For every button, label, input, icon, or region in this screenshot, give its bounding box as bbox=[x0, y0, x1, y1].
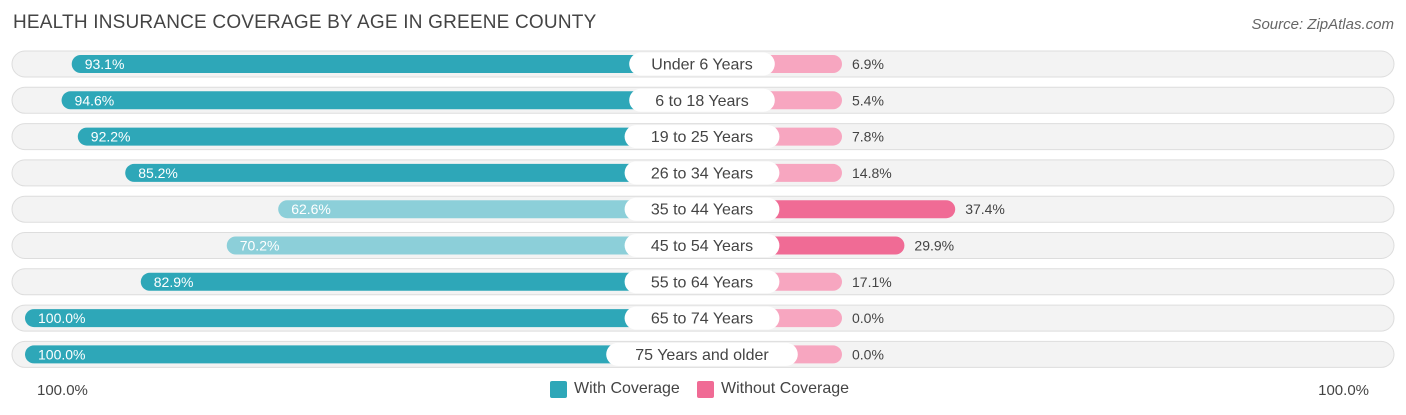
without-coverage-value: 29.9% bbox=[914, 238, 954, 254]
with-coverage-value: 62.6% bbox=[291, 201, 331, 217]
category-label: 26 to 34 Years bbox=[651, 165, 753, 182]
category-label: 65 to 74 Years bbox=[651, 311, 753, 328]
category-pill bbox=[624, 234, 780, 257]
without-coverage-value: 17.1% bbox=[852, 274, 892, 290]
source-label: Source: ZipAtlas.com bbox=[1251, 16, 1394, 33]
category-label: 55 to 64 Years bbox=[651, 274, 753, 291]
with-coverage-value: 82.9% bbox=[154, 274, 194, 290]
category-pill bbox=[624, 197, 780, 221]
legend: With Coverage Without Coverage bbox=[0, 380, 1406, 402]
with-coverage-value: 70.2% bbox=[240, 238, 280, 254]
category-pill bbox=[624, 161, 780, 185]
category-pill bbox=[629, 88, 775, 112]
category-label: 45 to 54 Years bbox=[651, 238, 753, 255]
chart-title: HEALTH INSURANCE COVERAGE BY AGE IN GREE… bbox=[13, 12, 597, 33]
category-label: 75 Years and older bbox=[635, 347, 769, 364]
legend-with-coverage[interactable]: With Coverage bbox=[550, 380, 680, 398]
axis-right-label: 100.0% bbox=[1318, 382, 1369, 399]
legend-with-label: With Coverage bbox=[574, 380, 680, 397]
without-coverage-value: 37.4% bbox=[965, 201, 1005, 217]
without-coverage-value: 6.9% bbox=[852, 56, 884, 72]
category-label: Under 6 Years bbox=[651, 57, 752, 74]
without-coverage-value: 7.8% bbox=[852, 129, 884, 145]
category-label: 35 to 44 Years bbox=[651, 202, 753, 219]
with-coverage-bar bbox=[125, 163, 703, 182]
category-pill bbox=[629, 52, 775, 76]
with-coverage-bar bbox=[61, 91, 703, 110]
without-coverage-value: 14.8% bbox=[852, 165, 892, 181]
with-coverage-value: 100.0% bbox=[38, 346, 85, 362]
with-coverage-value: 92.2% bbox=[91, 129, 131, 145]
with-coverage-bar bbox=[25, 309, 702, 328]
with-coverage-bar bbox=[140, 272, 703, 291]
legend-without-coverage[interactable]: Without Coverage bbox=[697, 380, 849, 398]
with-coverage-bar bbox=[25, 345, 702, 364]
without-coverage-value: 5.4% bbox=[852, 92, 884, 108]
with-coverage-value: 93.1% bbox=[85, 56, 125, 72]
with-coverage-bar bbox=[226, 236, 702, 255]
with-coverage-bar bbox=[278, 200, 702, 219]
category-pill bbox=[624, 270, 780, 294]
with-coverage-value: 94.6% bbox=[75, 92, 115, 108]
category-pill bbox=[606, 342, 798, 366]
coverage-chart: 93.1% 6.9% Under 6 Years 94.6% 5.4% 6 to 18 Y… bbox=[11, 50, 1395, 368]
category-pill bbox=[624, 306, 780, 330]
legend-without-label: Without Coverage bbox=[721, 380, 850, 397]
axis-left-label: 100.0% bbox=[37, 382, 88, 399]
without-coverage-value: 0.0% bbox=[852, 310, 884, 326]
with-coverage-value: 100.0% bbox=[38, 310, 85, 326]
category-label: 19 to 25 Years bbox=[651, 129, 753, 146]
without-coverage-swatch-icon bbox=[697, 380, 714, 398]
with-coverage-swatch-icon bbox=[550, 380, 567, 398]
with-coverage-bar bbox=[77, 127, 702, 146]
category-label: 6 to 18 Years bbox=[655, 93, 748, 110]
with-coverage-value: 85.2% bbox=[138, 165, 178, 181]
with-coverage-bar bbox=[71, 55, 702, 73]
category-pill bbox=[624, 125, 780, 149]
without-coverage-value: 0.0% bbox=[852, 346, 884, 362]
